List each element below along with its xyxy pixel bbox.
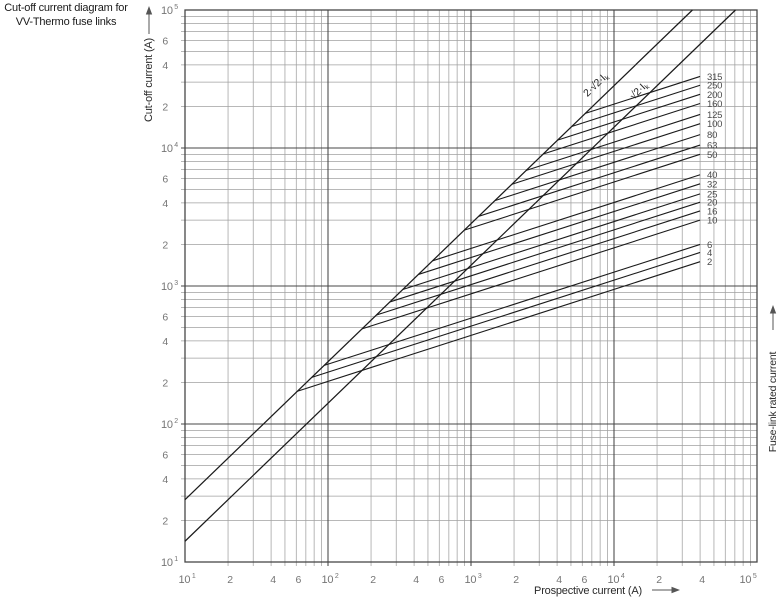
rating-label-4: 4 (707, 248, 712, 259)
y-tick-label: 10 1 (161, 556, 178, 569)
x-tick-label: 10 2 (321, 573, 338, 586)
rating-label-32: 32 (707, 179, 717, 190)
fuse-curve-200 (557, 93, 701, 141)
chart-title: Cut-off current diagram for VV-Thermo fu… (0, 2, 132, 29)
x-tick-label: 2 (227, 574, 233, 586)
y-tick-label: 2 (162, 515, 168, 527)
y-axis-title: Cut-off current (A) (143, 37, 155, 123)
fuse-curve-2 (297, 261, 701, 392)
rating-label-63: 63 (707, 141, 717, 152)
rating-label-16: 16 (707, 206, 717, 217)
x-tick-label: 2 (513, 574, 519, 586)
x-tick-label: 4 (556, 574, 562, 586)
rating-label-250: 250 (707, 81, 722, 92)
fuse-curve-63 (478, 144, 701, 217)
x-tick-label: 4 (413, 574, 419, 586)
fuse-curve-315 (585, 75, 701, 114)
rated-current-arrow-icon (769, 305, 777, 330)
fuse-curve-20 (389, 201, 701, 303)
fuse-curve-40 (432, 174, 701, 262)
x-tick-label: 10 1 (178, 573, 195, 586)
x-tick-label: 10 4 (607, 573, 624, 586)
y-tick-label: 4 (162, 198, 168, 210)
fuse-curve-100 (511, 123, 701, 185)
grid (181, 9, 758, 566)
y-tick-label: 2 (162, 377, 168, 389)
rating-label-2: 2 (707, 257, 712, 268)
rating-label-100: 100 (707, 119, 722, 130)
rating-label-6: 6 (707, 240, 712, 251)
y-tick-label: 2 (162, 101, 168, 113)
y-axis-arrow-icon (145, 6, 153, 34)
fuse-curve-16 (376, 210, 701, 316)
x-axis-title: Prospective current (A) (534, 585, 642, 597)
x-tick-label: 6 (438, 574, 444, 586)
fuse-curve-32 (418, 183, 701, 275)
rating-label-50: 50 (707, 150, 717, 161)
fuse-curve-80 (494, 134, 701, 202)
fuse-curve-10 (361, 219, 701, 330)
y-tick-label: 10 3 (161, 280, 178, 293)
x-tick-label: 6 (295, 574, 301, 586)
fuse-curve-6 (324, 243, 701, 366)
chart-title-line2: VV-Thermo fuse links (15, 15, 117, 28)
fuse-curve-50 (464, 153, 701, 231)
fuse-curve-160 (543, 103, 701, 155)
y-tick-label: 6 (162, 450, 168, 462)
x-axis-arrow-icon (652, 586, 680, 594)
x-tick-label: 2 (656, 574, 662, 586)
fuse-curve-25 (402, 193, 701, 291)
plot-border (184, 9, 758, 563)
rating-label-315: 315 (707, 72, 722, 83)
x-tick-label: 10 5 (739, 573, 756, 586)
x-tick-label: 10 3 (464, 573, 481, 586)
rating-label-160: 160 (707, 99, 722, 110)
rating-label-10: 10 (707, 216, 717, 227)
rating-label-200: 200 (707, 90, 722, 101)
x-tick-label: 6 (581, 574, 587, 586)
y-tick-label: 4 (162, 60, 168, 72)
fuse-curve-125 (526, 113, 701, 171)
rating-label-40: 40 (707, 170, 717, 181)
rating-label-25: 25 (707, 189, 717, 200)
chart-title-line1: Cut-off current diagram for (4, 2, 128, 14)
x-tick-label: 4 (699, 574, 705, 586)
ref-line-asymmetrical-peak (184, 9, 693, 501)
rating-label-125: 125 (707, 110, 722, 121)
fuse-curve-250 (571, 84, 701, 128)
y-tick-label: 4 (162, 474, 168, 486)
y-tick-label: 10 5 (161, 4, 178, 17)
rating-label-80: 80 (707, 130, 717, 141)
reference-lines: 2·√2·Ik√2·Ik (184, 9, 736, 542)
ref-line-symmetrical-peak (184, 9, 736, 542)
right-axis-title: Fuse-link rated current (767, 351, 779, 453)
x-tick-label: 4 (270, 574, 276, 586)
y-tick-label: 4 (162, 336, 168, 348)
y-tick-label: 6 (162, 36, 168, 48)
y-tick-label: 6 (162, 312, 168, 324)
y-tick-label: 10 2 (161, 418, 178, 431)
x-tick-label: 2 (370, 574, 376, 586)
y-tick-label: 10 4 (161, 142, 178, 155)
fuse-curve-4 (311, 251, 701, 378)
y-tick-label: 2 (162, 239, 168, 251)
y-tick-label: 6 (162, 174, 168, 186)
rating-label-20: 20 (707, 198, 717, 209)
